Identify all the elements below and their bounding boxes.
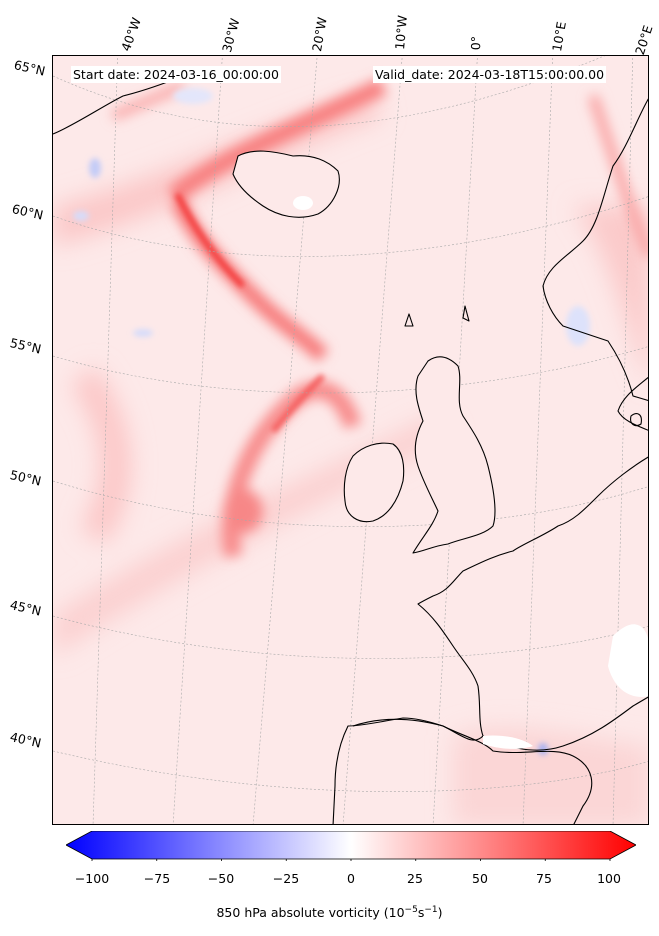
lat-label-60n: 60°N — [10, 201, 45, 223]
cbar-tick-label: −50 — [207, 871, 235, 886]
colorbar-ticks — [91, 859, 611, 861]
vorticity-core — [174, 192, 326, 433]
colorbar-label-exp2: −1 — [424, 905, 438, 915]
vorticity-field — [53, 56, 648, 824]
scandinavia-coast — [542, 98, 648, 401]
land-blanks — [293, 196, 648, 749]
colorbar-label-end: ) — [437, 905, 443, 921]
colorbar-label-text: 850 hPa absolute vorticity (10 — [216, 905, 405, 921]
great-britain — [412, 356, 496, 554]
colorbar-label-exp1: −5 — [404, 905, 418, 915]
colorbar-label: 850 hPa absolute vorticity (10−5s−1) — [0, 905, 659, 920]
negative-vorticity — [73, 88, 590, 755]
cbar-tick-label: −100 — [74, 871, 110, 886]
shetland — [404, 313, 414, 327]
lat-label-55n: 55°N — [8, 335, 43, 357]
lon-label-10w: 10°W — [392, 14, 410, 51]
cbar-tick-label: 75 — [536, 871, 552, 886]
cbar-tick-label: 0 — [347, 871, 355, 886]
lon-label-20e: 20°E — [632, 23, 656, 57]
valid-date-label: Valid_date: 2024-03-18T15:00:00.00 — [373, 66, 607, 83]
greenland-coast — [53, 75, 184, 135]
colorbar-graphic — [66, 831, 636, 861]
island-baltic — [630, 413, 642, 427]
colorbar — [66, 831, 636, 861]
lat-label-40n: 40°N — [8, 729, 43, 751]
lon-label-0: 0° — [468, 35, 484, 51]
start-date-label: Start date: 2024-03-16_00:00:00 — [71, 66, 281, 83]
field-background — [53, 56, 648, 824]
map-panel: Start date: 2024-03-16_00:00:00 Valid_da… — [52, 55, 649, 825]
faroe — [462, 305, 470, 322]
lon-label-20w: 20°W — [309, 16, 330, 53]
baltic-coast — [617, 376, 648, 431]
colorbar-body — [66, 831, 636, 860]
cbar-tick-label: 100 — [597, 871, 621, 886]
lat-label-65n: 65°N — [12, 57, 47, 79]
graticule — [53, 56, 648, 824]
lon-label-30w: 30°W — [219, 16, 243, 54]
lon-label-10e: 10°E — [549, 20, 569, 53]
cbar-tick-label: 25 — [407, 871, 423, 886]
iceland — [232, 150, 340, 218]
cbar-tick-label: 50 — [472, 871, 488, 886]
europe-coast — [332, 456, 648, 824]
lat-label-45n: 45°N — [8, 597, 43, 619]
colorbar-label-mid: s — [417, 905, 425, 921]
cbar-tick-label: −25 — [272, 871, 300, 886]
cbar-tick-label: −75 — [143, 871, 171, 886]
iberia — [352, 718, 593, 824]
ireland — [343, 442, 405, 523]
lat-label-50n: 50°N — [8, 467, 43, 489]
lon-label-40w: 40°W — [118, 15, 144, 54]
